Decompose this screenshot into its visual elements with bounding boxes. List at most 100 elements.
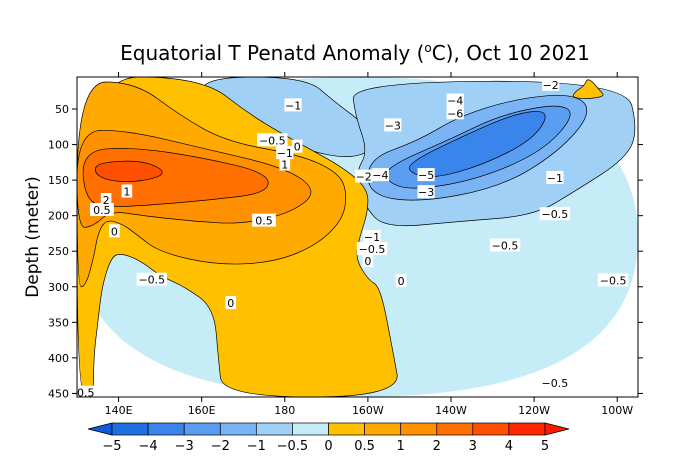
colorbar-tick-label: 3 <box>469 439 477 454</box>
contour-label: −3 <box>417 185 435 199</box>
contour-label-text: 1 <box>281 159 288 172</box>
colorbar-tick-label: −2 <box>211 439 230 454</box>
contour-label-text: −0.5 <box>259 134 286 147</box>
region-warm-east-spot <box>572 79 604 99</box>
colorbar-tick-label: 0.5 <box>354 439 375 454</box>
contour-label: −4 <box>371 168 389 182</box>
contour-label-text: −5 <box>418 169 434 182</box>
colorbar-segment <box>436 422 474 436</box>
colorbar-tick-label: 5 <box>541 439 549 454</box>
contour-label-text: 0 <box>364 255 371 268</box>
y-tick-label: 250 <box>48 245 69 258</box>
contour-label-text: −6 <box>447 107 463 120</box>
y-tick-label: 50 <box>55 103 69 116</box>
colorbar-tick-label: 4 <box>505 439 513 454</box>
x-tick-label: 100W <box>601 404 633 417</box>
contour-label-text: −1 <box>364 231 380 244</box>
contour-label: 0 <box>109 224 120 238</box>
y-tick-label: 450 <box>48 387 69 400</box>
x-tick-label: 140W <box>435 404 467 417</box>
contour-label-text: 0 <box>227 297 234 310</box>
colorbar-segment <box>183 422 221 436</box>
contour-label-text: 0.5 <box>93 204 111 217</box>
contour-label-text: −2 <box>543 79 559 92</box>
contour-label-text: −0.5 <box>542 208 569 221</box>
contour-label: −1 <box>546 171 564 185</box>
colorbar-tick-label: −4 <box>139 439 158 454</box>
chart-title: Equatorial T Penatd Anomaly (oC), Oct 10… <box>120 41 590 65</box>
contour-label: −5 <box>417 168 435 182</box>
contour-label: 0 <box>395 274 407 288</box>
contour-label-text: −3 <box>385 119 401 132</box>
contour-label: 0.5 <box>90 203 114 217</box>
contour-label: 0.5 <box>252 213 276 228</box>
x-tick-label: 160W <box>352 404 384 417</box>
contour-label: −3 <box>384 118 402 132</box>
colorbar-segment <box>292 422 329 436</box>
x-tick-label: 140E <box>105 404 133 417</box>
contour-label: −2 <box>355 169 373 184</box>
contour-label-text: 0.5 <box>255 215 273 228</box>
colorbar-tick-label: −3 <box>175 439 194 454</box>
x-axis: 140E 160E 180 160W 140W 120W 100W <box>105 72 633 417</box>
contour-label-text: 1 <box>123 186 130 199</box>
anomaly-regions <box>77 77 638 397</box>
contour-label: −1 <box>284 98 302 112</box>
contour-label: −0.5 <box>68 385 97 400</box>
contour-label: −1 <box>276 146 294 160</box>
contour-label: 0 <box>291 139 303 154</box>
contour-label-text: 0 <box>294 141 301 154</box>
contour-label-text: −2 <box>356 171 372 184</box>
y-tick-label: 150 <box>48 174 69 187</box>
x-tick-label: 160E <box>188 404 216 417</box>
contour-label-text: −0.5 <box>542 377 569 390</box>
contour-label: −0.5 <box>136 272 167 287</box>
contour-label: −2 <box>542 77 560 92</box>
contour-label-text: −0.5 <box>359 243 386 256</box>
y-axis-label: Depth (meter) <box>23 176 43 298</box>
colorbar-segment <box>147 422 185 436</box>
contour-label-text: −0.5 <box>492 240 519 253</box>
contour-label-text: −1 <box>277 147 293 160</box>
y-tick-label: 350 <box>48 316 69 329</box>
colorbar-segment <box>111 422 149 436</box>
contour-label-text: −0.5 <box>600 274 627 287</box>
contour-label: −0.5 <box>257 133 288 147</box>
contour-label: 1 <box>279 157 291 172</box>
colorbar-tick-label: 0 <box>324 439 332 454</box>
contour-label-text: −1 <box>285 99 301 112</box>
x-tick-label: 120W <box>518 404 550 417</box>
contour-label: 1 <box>121 184 133 199</box>
contour-label-text: −4 <box>372 169 388 182</box>
contour-label-text: 2 <box>103 194 110 207</box>
y-tick-label: 100 <box>48 139 69 152</box>
contour-label-text: −4 <box>447 95 463 108</box>
contour-label: −0.5 <box>539 375 571 390</box>
colorbar-segment <box>219 422 257 436</box>
colorbar-over-arrow <box>544 422 570 436</box>
colorbar-tick-label: −0.5 <box>277 439 309 454</box>
contour-label-text: −0.5 <box>68 387 95 400</box>
colorbar-segment <box>508 422 546 436</box>
colorbar-segment <box>400 422 438 436</box>
colorbar-segment <box>255 422 293 436</box>
colorbar-tick-label: −5 <box>102 439 121 454</box>
y-tick-label: 400 <box>48 352 69 365</box>
contour-label-text: −1 <box>547 172 563 185</box>
colorbar: −5 −4 −3 −2 −1 −0.5 0 0.5 1 2 3 4 5 <box>87 422 570 454</box>
colorbar-tick-label: 2 <box>433 439 441 454</box>
contour-label: 2 <box>100 193 112 207</box>
contour-label: −0.5 <box>489 238 521 253</box>
colorbar-segment <box>364 422 402 436</box>
contour-label: −1 <box>363 230 381 244</box>
contour-label-text: 0 <box>398 275 405 288</box>
x-tick-label: 180 <box>274 404 295 417</box>
contour-label: −6 <box>446 106 464 120</box>
contour-label: −0.5 <box>539 207 571 221</box>
contour-label-text: −0.5 <box>138 274 165 287</box>
colorbar-segment <box>472 422 510 436</box>
contour-label: 0 <box>225 296 237 310</box>
colorbar-tick-label: −1 <box>247 439 266 454</box>
